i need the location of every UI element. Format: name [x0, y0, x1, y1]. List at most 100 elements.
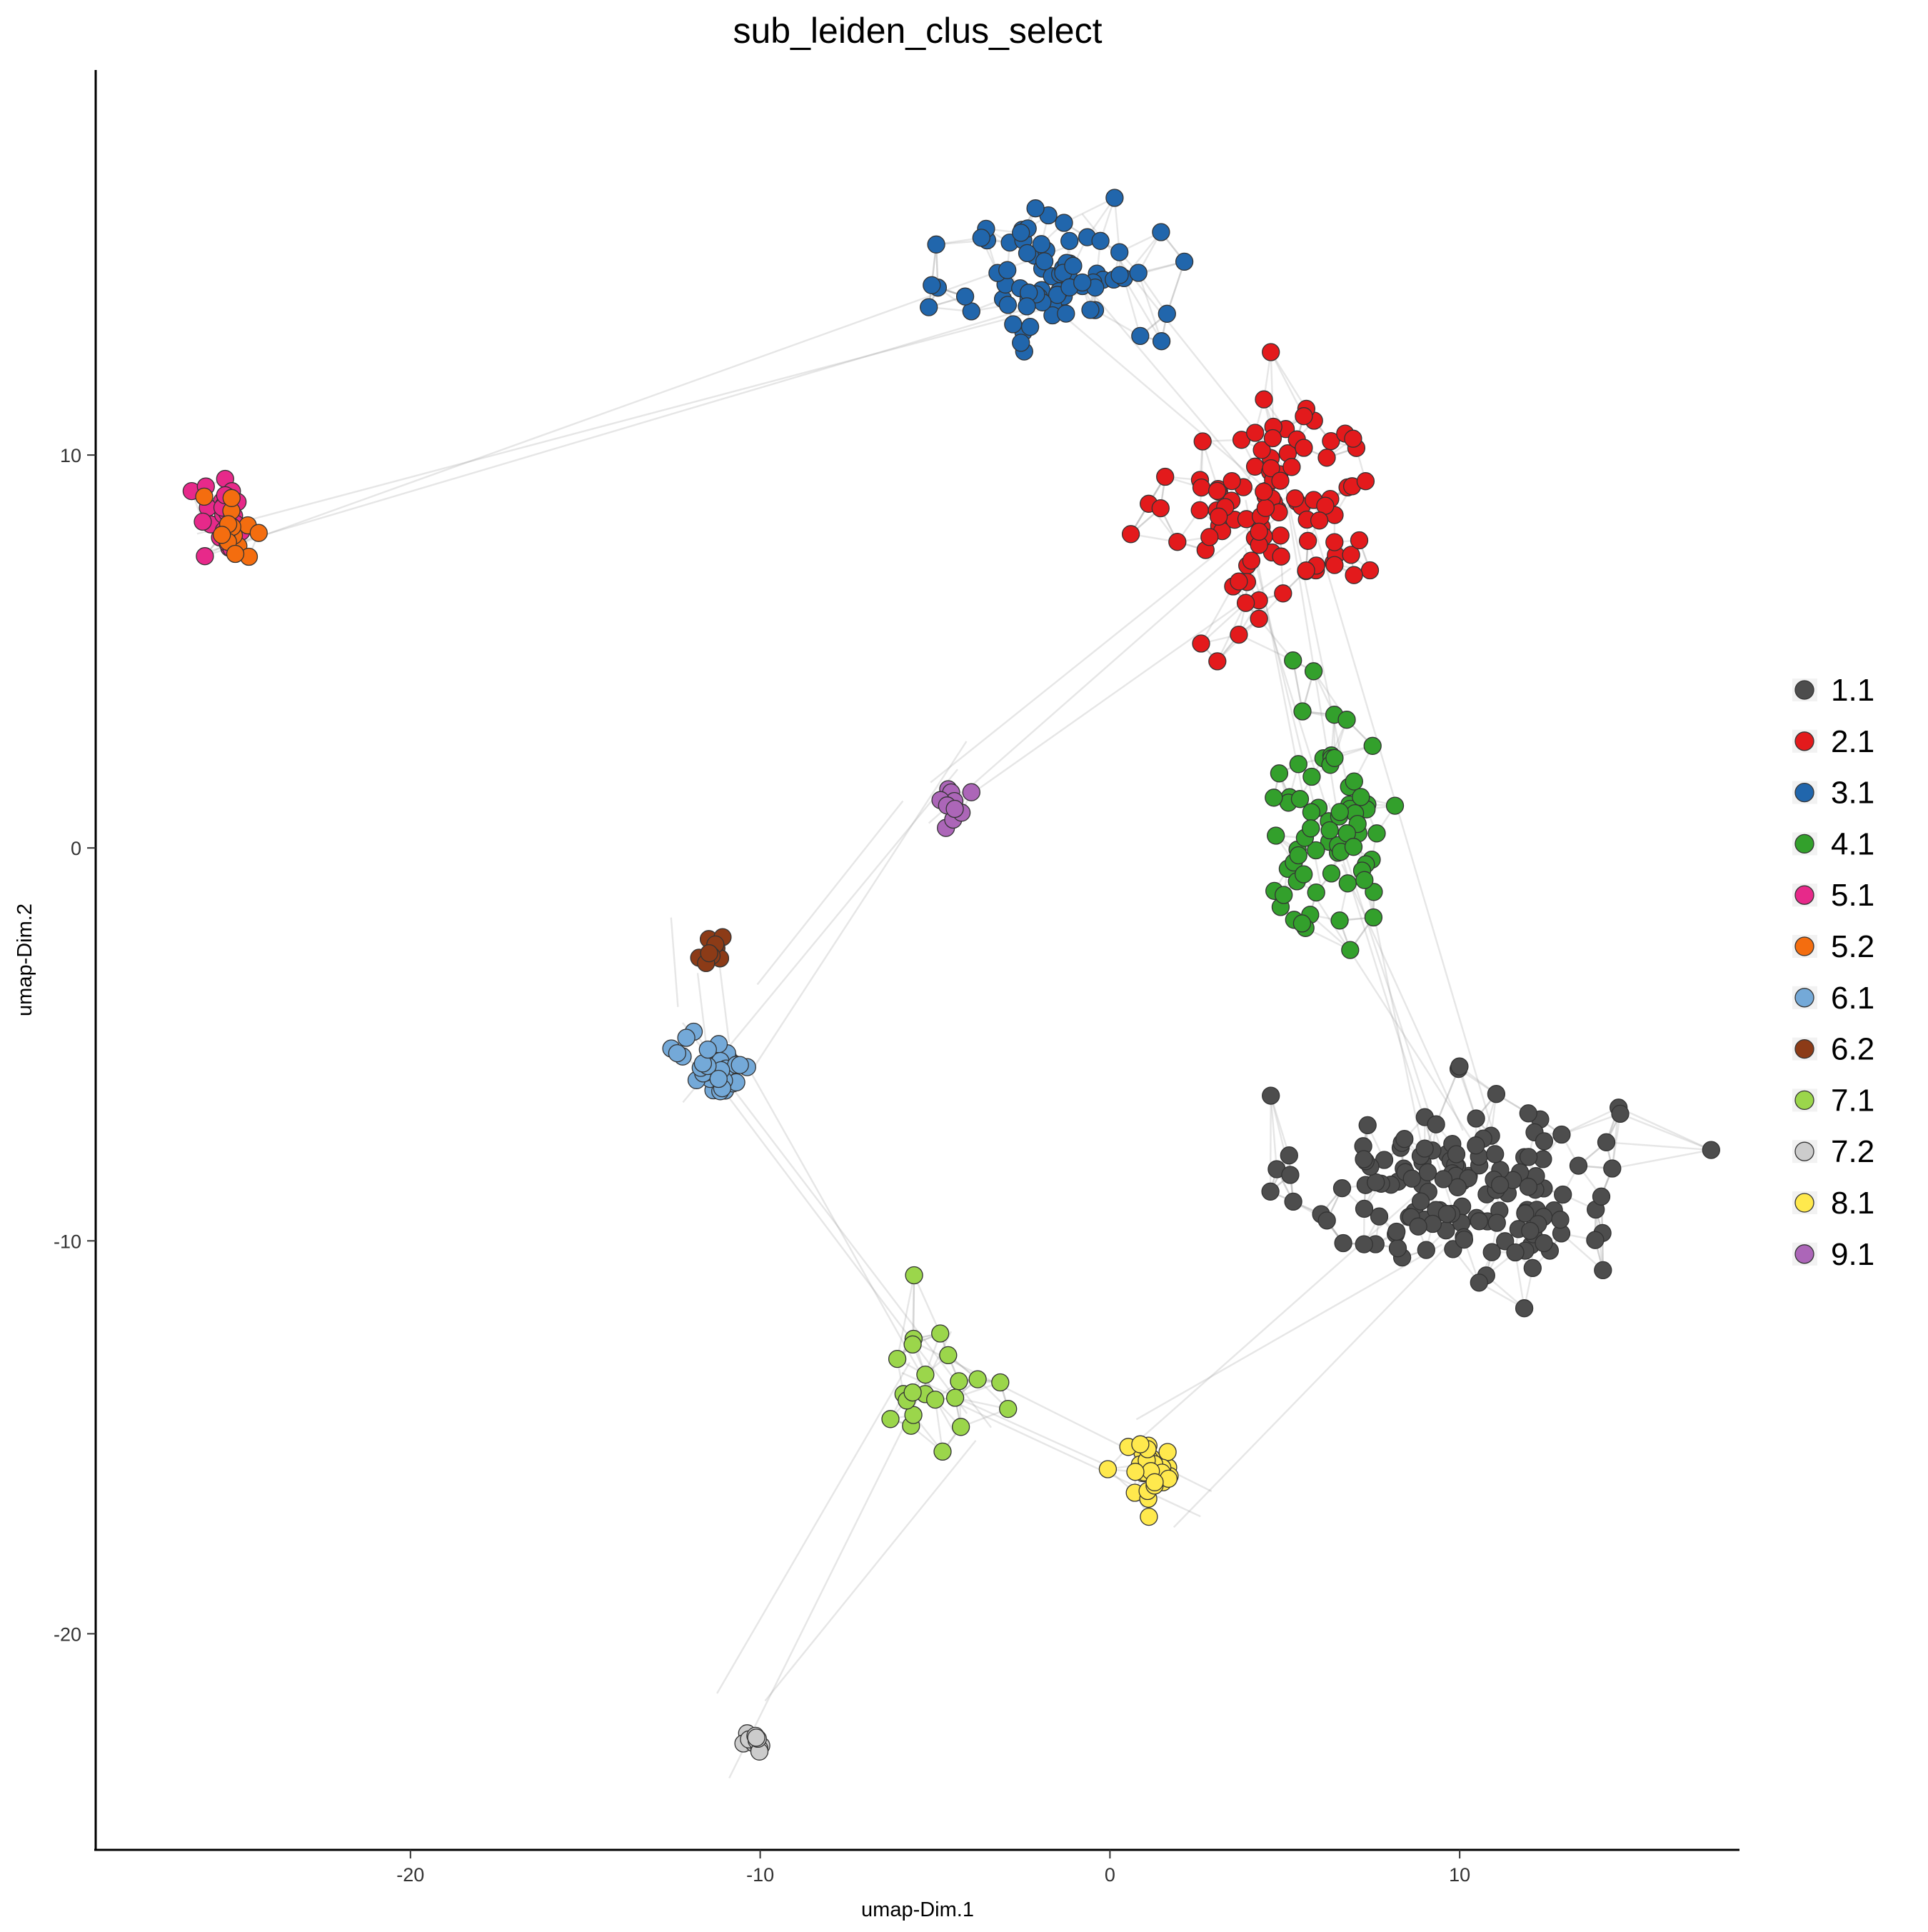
x-tick-label: -20	[396, 1864, 424, 1886]
point-cluster-7.1	[953, 1418, 970, 1436]
point-cluster-3.1	[1092, 232, 1109, 249]
point-cluster-1.1	[1524, 1259, 1541, 1276]
y-tick-label: 10	[60, 445, 81, 466]
point-cluster-1.1	[1403, 1170, 1420, 1187]
point-cluster-4.1	[1294, 703, 1311, 720]
point-cluster-7.1	[950, 1373, 968, 1390]
point-cluster-3.1	[1022, 319, 1039, 336]
x-axis-title: umap-Dim.1	[861, 1898, 974, 1921]
point-cluster-6.1	[668, 1045, 686, 1062]
point-cluster-1.1	[1612, 1105, 1629, 1122]
point-cluster-2.1	[1257, 499, 1274, 516]
point-cluster-4.1	[1345, 839, 1362, 856]
network-edge	[902, 1373, 1115, 1469]
point-cluster-2.1	[1297, 562, 1315, 579]
point-cluster-7.1	[882, 1411, 899, 1428]
point-cluster-7.1	[992, 1374, 1009, 1391]
point-cluster-2.1	[1152, 500, 1169, 517]
legend-label: 4.1	[1831, 826, 1874, 861]
point-cluster-3.1	[1111, 244, 1128, 261]
network-edge	[1612, 1150, 1712, 1168]
point-cluster-7.1	[934, 1443, 951, 1460]
point-cluster-1.1	[1593, 1188, 1610, 1205]
point-cluster-1.1	[1470, 1213, 1487, 1230]
point-cluster-2.1	[1123, 526, 1140, 543]
legend-label: 5.2	[1831, 929, 1874, 964]
point-cluster-1.1	[1410, 1218, 1427, 1235]
point-cluster-3.1	[1027, 200, 1044, 217]
legend-key	[1795, 1142, 1814, 1161]
point-cluster-1.1	[1535, 1235, 1552, 1252]
point-cluster-3.1	[1106, 189, 1123, 206]
point-cluster-2.1	[1283, 459, 1300, 476]
point-cluster-4.1	[1290, 847, 1307, 864]
point-cluster-1.1	[1427, 1116, 1445, 1133]
point-cluster-2.1	[1209, 482, 1226, 499]
point-cluster-3.1	[999, 296, 1016, 314]
point-cluster-3.1	[1061, 232, 1078, 249]
point-cluster-4.1	[1295, 866, 1312, 883]
point-cluster-1.1	[1335, 1235, 1352, 1252]
point-cluster-2.1	[1247, 424, 1264, 441]
point-cluster-7.1	[917, 1366, 934, 1383]
point-cluster-4.1	[1321, 822, 1338, 839]
point-cluster-1.1	[1280, 1147, 1297, 1164]
point-cluster-5.2	[223, 489, 240, 506]
point-cluster-3.1	[999, 261, 1016, 279]
point-cluster-4.1	[1364, 737, 1381, 754]
point-cluster-3.1	[1176, 253, 1193, 270]
point-cluster-5.2	[250, 524, 267, 541]
point-cluster-7.1	[940, 1346, 957, 1363]
point-cluster-2.1	[1311, 512, 1328, 529]
point-cluster-1.1	[1483, 1243, 1500, 1261]
point-cluster-3.1	[1130, 264, 1147, 281]
point-cluster-5.2	[227, 546, 244, 563]
point-cluster-7.1	[927, 1391, 944, 1408]
point-cluster-1.1	[1390, 1240, 1407, 1257]
point-cluster-3.1	[1005, 316, 1022, 333]
point-cluster-5.2	[214, 526, 231, 544]
legend-key	[1795, 886, 1814, 904]
point-cluster-1.1	[1388, 1223, 1405, 1241]
point-cluster-7.1	[1000, 1401, 1017, 1418]
point-cluster-2.1	[1210, 508, 1227, 525]
point-cluster-2.1	[1242, 552, 1260, 569]
point-cluster-1.1	[1570, 1157, 1587, 1174]
point-cluster-1.1	[1355, 1236, 1372, 1253]
point-cluster-7.1	[932, 1325, 949, 1342]
point-cluster-3.1	[957, 288, 974, 305]
point-cluster-1.1	[1334, 1180, 1351, 1197]
point-cluster-1.1	[1487, 1086, 1505, 1103]
point-cluster-8.1	[1127, 1463, 1144, 1481]
point-cluster-2.1	[1345, 566, 1362, 584]
point-cluster-5.1	[194, 513, 211, 530]
point-cluster-7.2	[748, 1729, 765, 1746]
point-cluster-7.1	[947, 1389, 964, 1406]
y-tick-label: -20	[54, 1623, 81, 1645]
point-cluster-2.1	[1193, 635, 1210, 652]
point-cluster-1.1	[1598, 1133, 1615, 1151]
point-cluster-4.1	[1290, 756, 1307, 773]
point-cluster-1.1	[1507, 1244, 1524, 1261]
point-cluster-3.1	[1065, 257, 1082, 274]
point-cluster-3.1	[923, 276, 940, 294]
network-edge	[1270, 1096, 1271, 1191]
point-cluster-3.1	[1055, 214, 1073, 231]
point-cluster-3.1	[928, 236, 945, 253]
point-cluster-2.1	[1272, 472, 1289, 489]
point-cluster-2.1	[1193, 479, 1210, 496]
point-cluster-4.1	[1345, 773, 1362, 790]
point-cluster-3.1	[1018, 298, 1035, 315]
point-cluster-4.1	[1323, 865, 1340, 882]
point-cluster-4.1	[1356, 871, 1373, 889]
y-tick-label: -10	[54, 1231, 81, 1252]
point-cluster-9.1	[963, 784, 980, 801]
point-cluster-2.1	[1209, 653, 1226, 670]
legend-key	[1795, 834, 1814, 853]
point-cluster-3.1	[1013, 224, 1030, 241]
point-cluster-2.1	[1318, 449, 1335, 466]
point-cluster-2.1	[1326, 556, 1343, 574]
